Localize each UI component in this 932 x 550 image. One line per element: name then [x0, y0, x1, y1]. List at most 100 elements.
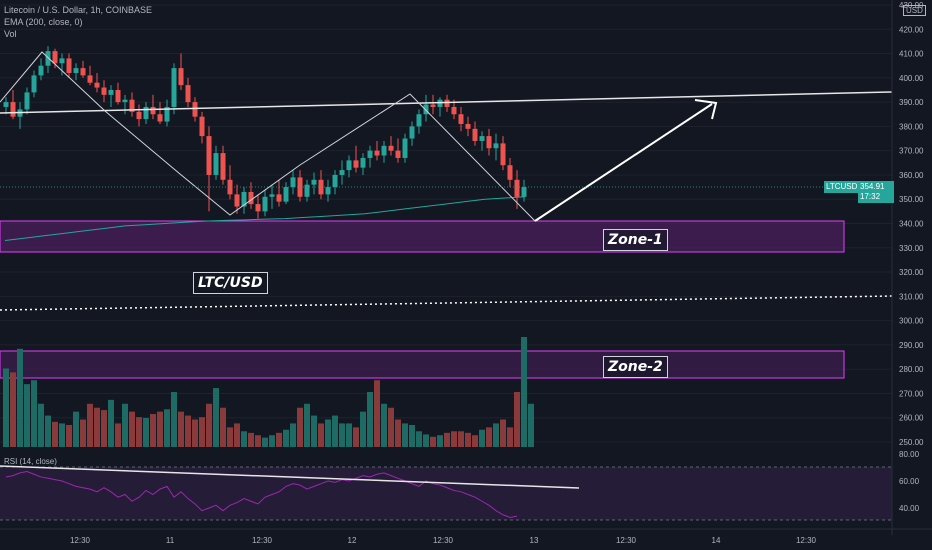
- volume-bar: [339, 423, 345, 447]
- volume-bar: [528, 403, 534, 447]
- candlesticks: [3, 46, 527, 219]
- time-axis[interactable]: 12:30 11 12:30 12 12:30 13 12:30 14 12:30: [0, 528, 932, 545]
- arrow-head-icon: [694, 99, 718, 120]
- ema-indicator-label[interactable]: EMA (200, close, 0): [4, 17, 83, 27]
- volume-bar: [472, 435, 478, 447]
- candle-body: [94, 82, 100, 88]
- candle-body: [108, 89, 114, 95]
- candle-body: [486, 136, 492, 149]
- time-tick-label: 12: [348, 536, 357, 545]
- price-tick-label: 310.00: [899, 292, 924, 301]
- candle-body: [276, 194, 282, 202]
- rsi-trendline[interactable]: [0, 465, 580, 489]
- price-tick-label: 360.00: [899, 171, 924, 180]
- volume-bar: [87, 403, 93, 447]
- volume-bar: [213, 388, 219, 447]
- volume-bar: [59, 423, 65, 447]
- candle-body: [52, 51, 58, 64]
- volume-bar: [269, 435, 275, 447]
- current-price-tag: LTCUSD 354.91 17:32: [824, 181, 894, 203]
- candle-body: [73, 68, 79, 73]
- candle-body: [339, 170, 345, 175]
- candle-body: [101, 87, 107, 95]
- candle-body: [143, 106, 149, 120]
- volume-bar: [80, 419, 86, 447]
- volume-bar: [311, 415, 317, 447]
- candle-body: [150, 106, 156, 115]
- volume-bar: [290, 423, 296, 447]
- candle-body: [87, 75, 93, 83]
- zone-1-box: [0, 220, 845, 253]
- price-tick-label: 390.00: [899, 98, 924, 107]
- candle-body: [451, 106, 457, 115]
- chart-legend: Litecoin / U.S. Dollar, 1h, COINBASE EMA…: [4, 4, 152, 40]
- projection-arrow[interactable]: [534, 103, 713, 222]
- volume-bar: [52, 421, 58, 447]
- price-axis-bg: [892, 0, 932, 550]
- candle-body: [374, 150, 380, 156]
- candle-body: [129, 99, 135, 112]
- candle-body: [311, 179, 317, 185]
- candle-body: [269, 194, 275, 197]
- volume-bar: [171, 392, 177, 447]
- candle-body: [479, 136, 485, 141]
- price-tag-countdown: 17:32: [860, 192, 881, 201]
- pair-label: LTC/USD: [193, 272, 268, 294]
- candle-body: [115, 89, 121, 103]
- price-tick-label: 290.00: [899, 341, 924, 350]
- symbol-title[interactable]: Litecoin / U.S. Dollar, 1h, COINBASE: [4, 5, 153, 15]
- volume-bar: [185, 415, 191, 447]
- zone-2-box: [0, 350, 845, 379]
- rsi-tick-label: 80.00: [899, 450, 920, 459]
- volume-bar: [10, 372, 16, 447]
- volume-bar: [178, 411, 184, 447]
- volume-bar: [248, 432, 254, 447]
- currency-button[interactable]: USD: [903, 5, 926, 16]
- candle-body: [423, 104, 429, 115]
- volume-bar: [514, 392, 520, 447]
- price-tick-label: 260.00: [899, 414, 924, 423]
- candle-body: [10, 102, 16, 117]
- resistance-trendline[interactable]: [0, 91, 893, 114]
- candle-body: [241, 191, 247, 207]
- volume-bar: [353, 427, 359, 447]
- volume-bar: [255, 435, 261, 447]
- price-axis[interactable]: 430.00420.00410.00400.00390.00380.00370.…: [891, 0, 932, 550]
- volume-bar: [325, 419, 331, 447]
- candle-body: [199, 116, 205, 137]
- volume-indicator-label[interactable]: Vol: [4, 29, 17, 39]
- candle-body: [493, 143, 499, 149]
- candle-body: [255, 204, 261, 212]
- candle-body: [206, 136, 212, 175]
- time-tick-label: 12:30: [70, 536, 91, 545]
- volume-bar: [164, 409, 170, 447]
- volume-bar: [318, 423, 324, 447]
- zigzag-pattern[interactable]: [0, 51, 536, 222]
- price-tick-label: 380.00: [899, 122, 924, 131]
- zone-2-label: Zone-2: [603, 356, 668, 378]
- candle-body: [192, 102, 198, 117]
- volume-bar: [66, 425, 72, 447]
- candle-body: [430, 104, 436, 107]
- volume-bars: [3, 337, 534, 447]
- candle-body: [220, 153, 226, 180]
- candle-body: [500, 143, 506, 166]
- volume-bar: [234, 423, 240, 447]
- volume-bar: [276, 432, 282, 447]
- volume-bar: [136, 417, 142, 447]
- candle-body: [332, 174, 338, 188]
- candle-body: [45, 51, 51, 66]
- time-tick-label: 12:30: [616, 536, 637, 545]
- volume-bar: [423, 434, 429, 447]
- rsi-tick-label: 60.00: [899, 477, 920, 486]
- candle-body: [367, 150, 373, 158]
- candle-body: [66, 58, 72, 73]
- dotted-trendline[interactable]: [0, 295, 893, 311]
- candle-body: [290, 177, 296, 188]
- volume-bar: [129, 411, 135, 447]
- rsi-indicator-label[interactable]: RSI (14, close): [4, 457, 57, 466]
- candle-body: [472, 128, 478, 141]
- volume-bar: [45, 415, 51, 447]
